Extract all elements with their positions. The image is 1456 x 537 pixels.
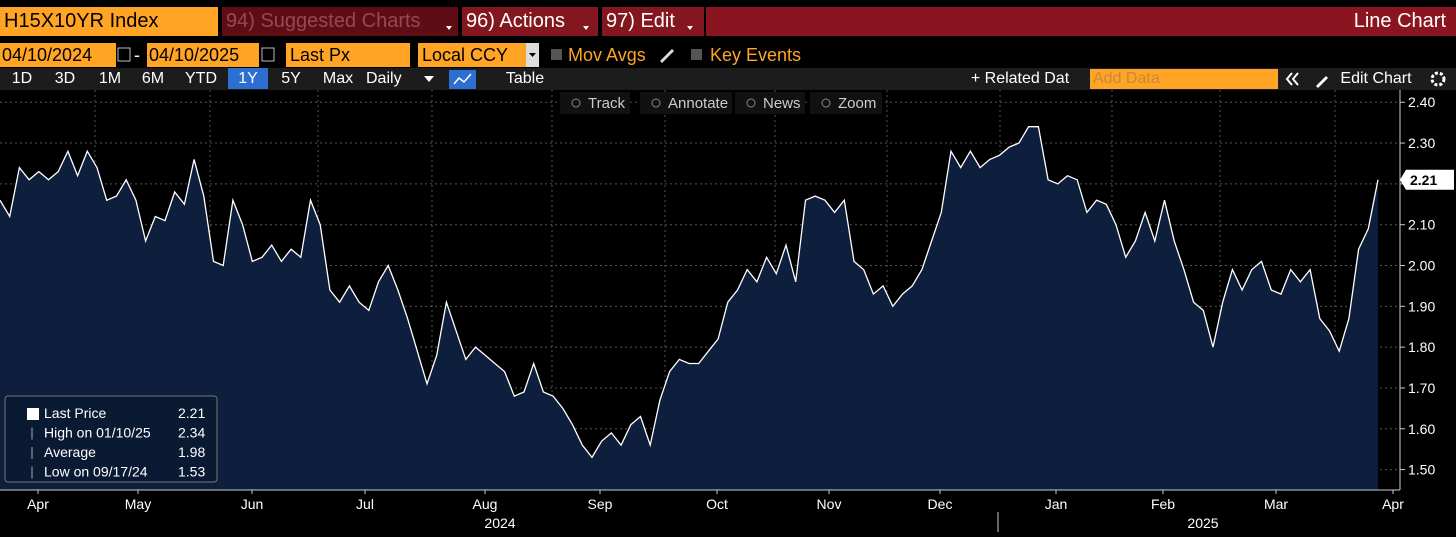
suggested-charts-menu[interactable]: 94) Suggested Charts: [222, 7, 458, 36]
price-line: [0, 126, 1379, 459]
icon-line: [453, 73, 472, 85]
x-tick-label: May: [125, 496, 151, 512]
year-label: 2024: [484, 515, 515, 531]
x-tick-label: Sep: [588, 496, 613, 512]
chart-tool-button[interactable]: [560, 92, 630, 114]
x-tick-label: Jul: [356, 496, 374, 512]
y-tick-label: 2.10: [1408, 217, 1435, 233]
legend-value: 1.53: [178, 464, 205, 480]
period-button[interactable]: YTD: [185, 70, 217, 87]
legend-label: Average: [44, 444, 96, 460]
chart-tool-label: News: [763, 95, 801, 112]
chart-tool-button[interactable]: [640, 92, 732, 114]
row3-icons: [424, 70, 1446, 89]
menu-label: 96) Actions: [466, 10, 565, 32]
chart-tool-icon: [821, 98, 831, 108]
area: [0, 126, 1378, 490]
legend-value: 1.98: [178, 444, 205, 460]
frequency-select[interactable]: Daily: [366, 70, 402, 87]
period-button[interactable]: Max: [322, 70, 354, 87]
legend-value: 2.34: [178, 425, 205, 441]
legend-label: Last Price: [44, 405, 106, 421]
pencil-icon[interactable]: [660, 49, 674, 63]
chart-tool-label: Zoom: [838, 95, 876, 112]
x-tick-label: Feb: [1151, 496, 1175, 512]
legend-label: High on 01/10/25: [44, 425, 151, 441]
legend-value: 2.21: [178, 405, 205, 421]
end-date[interactable]: 04/10/2025: [147, 43, 259, 67]
edit-menu[interactable]: 97) Edit: [602, 7, 704, 36]
x-tick-label: Dec: [928, 496, 953, 512]
legend-box: [4, 395, 218, 483]
period-button-active[interactable]: 1Y: [228, 68, 268, 89]
collapse-icon[interactable]: [1285, 72, 1299, 86]
period-button[interactable]: 1D: [11, 70, 33, 87]
row2-icons: [117, 43, 702, 67]
y-tick-label: 1.70: [1408, 380, 1435, 396]
related-data-button[interactable]: + Related Dat: [970, 70, 1070, 87]
period-button[interactable]: 5Y: [281, 70, 301, 87]
add-data-input[interactable]: Add Data: [1090, 69, 1278, 89]
last-value-label: 2.21: [1410, 172, 1437, 188]
menu-label: 94) Suggested Charts: [226, 10, 421, 32]
gear-icon[interactable]: [1430, 71, 1446, 87]
key-events-label[interactable]: Key Events: [710, 45, 802, 65]
chart-tool-button[interactable]: [735, 92, 805, 114]
chart-tool-label: Track: [588, 95, 625, 112]
date-dash: -: [134, 45, 140, 65]
chart-type-bar: Line Chart: [706, 7, 1456, 36]
calendar-icon[interactable]: [261, 47, 275, 62]
field-select[interactable]: Last Px: [286, 43, 410, 67]
period-button[interactable]: 1M: [98, 70, 122, 87]
y-tick-label: 1.90: [1408, 298, 1435, 314]
ticker-field[interactable]: H15X10YR Index: [0, 7, 218, 36]
chart-tool-icon: [571, 98, 581, 108]
y-tick-label: 1.60: [1408, 421, 1435, 437]
x-tick-label: Apr: [27, 496, 49, 512]
checkbox[interactable]: [551, 49, 562, 60]
x-tick-label: Mar: [1264, 496, 1288, 512]
x-tick-label: Jan: [1045, 496, 1068, 512]
menu-label: 97) Edit: [606, 10, 675, 32]
chart-tool-icon: [651, 98, 661, 108]
edit-chart-button[interactable]: Edit Chart: [1340, 70, 1412, 87]
period-button[interactable]: 3D: [54, 70, 76, 87]
start-date[interactable]: 04/10/2024: [0, 43, 116, 67]
checkbox[interactable]: [691, 49, 702, 60]
y-tick-label: 2.40: [1408, 94, 1435, 110]
table-button[interactable]: Table: [505, 70, 545, 87]
chart-type: Line Chart: [1353, 10, 1446, 32]
x-tick-label: Nov: [817, 496, 842, 512]
arrow: [529, 53, 536, 57]
y-tick-label: 2.00: [1408, 258, 1435, 274]
y-tick-label: 2.30: [1408, 135, 1435, 151]
year-label: 2025: [1187, 515, 1218, 531]
chart-tool-button[interactable]: [810, 92, 882, 114]
pencil-icon: [1316, 76, 1328, 88]
line-chart-icon[interactable]: [449, 70, 476, 89]
x-tick-label: Jun: [241, 496, 264, 512]
last-value-tag: [1400, 169, 1454, 190]
x-tick-label: Aug: [473, 496, 498, 512]
legend-swatch: [27, 408, 39, 420]
currency-select[interactable]: Local CCY: [418, 43, 526, 67]
arrow: [424, 76, 434, 82]
period-button[interactable]: 6M: [141, 70, 165, 87]
y-tick-label: 1.80: [1408, 339, 1435, 355]
calendar-icon[interactable]: [117, 47, 131, 62]
actions-menu[interactable]: 96) Actions: [462, 7, 598, 36]
mov-avgs-label[interactable]: Mov Avgs: [568, 45, 646, 65]
legend-label: Low on 09/17/24: [44, 464, 148, 480]
x-tick-label: Oct: [706, 496, 728, 512]
chart-tool-icon: [746, 98, 756, 108]
chart-tool-label: Annotate: [668, 95, 728, 112]
y-tick-label: 1.50: [1408, 462, 1435, 478]
x-tick-label: Apr: [1382, 496, 1404, 512]
